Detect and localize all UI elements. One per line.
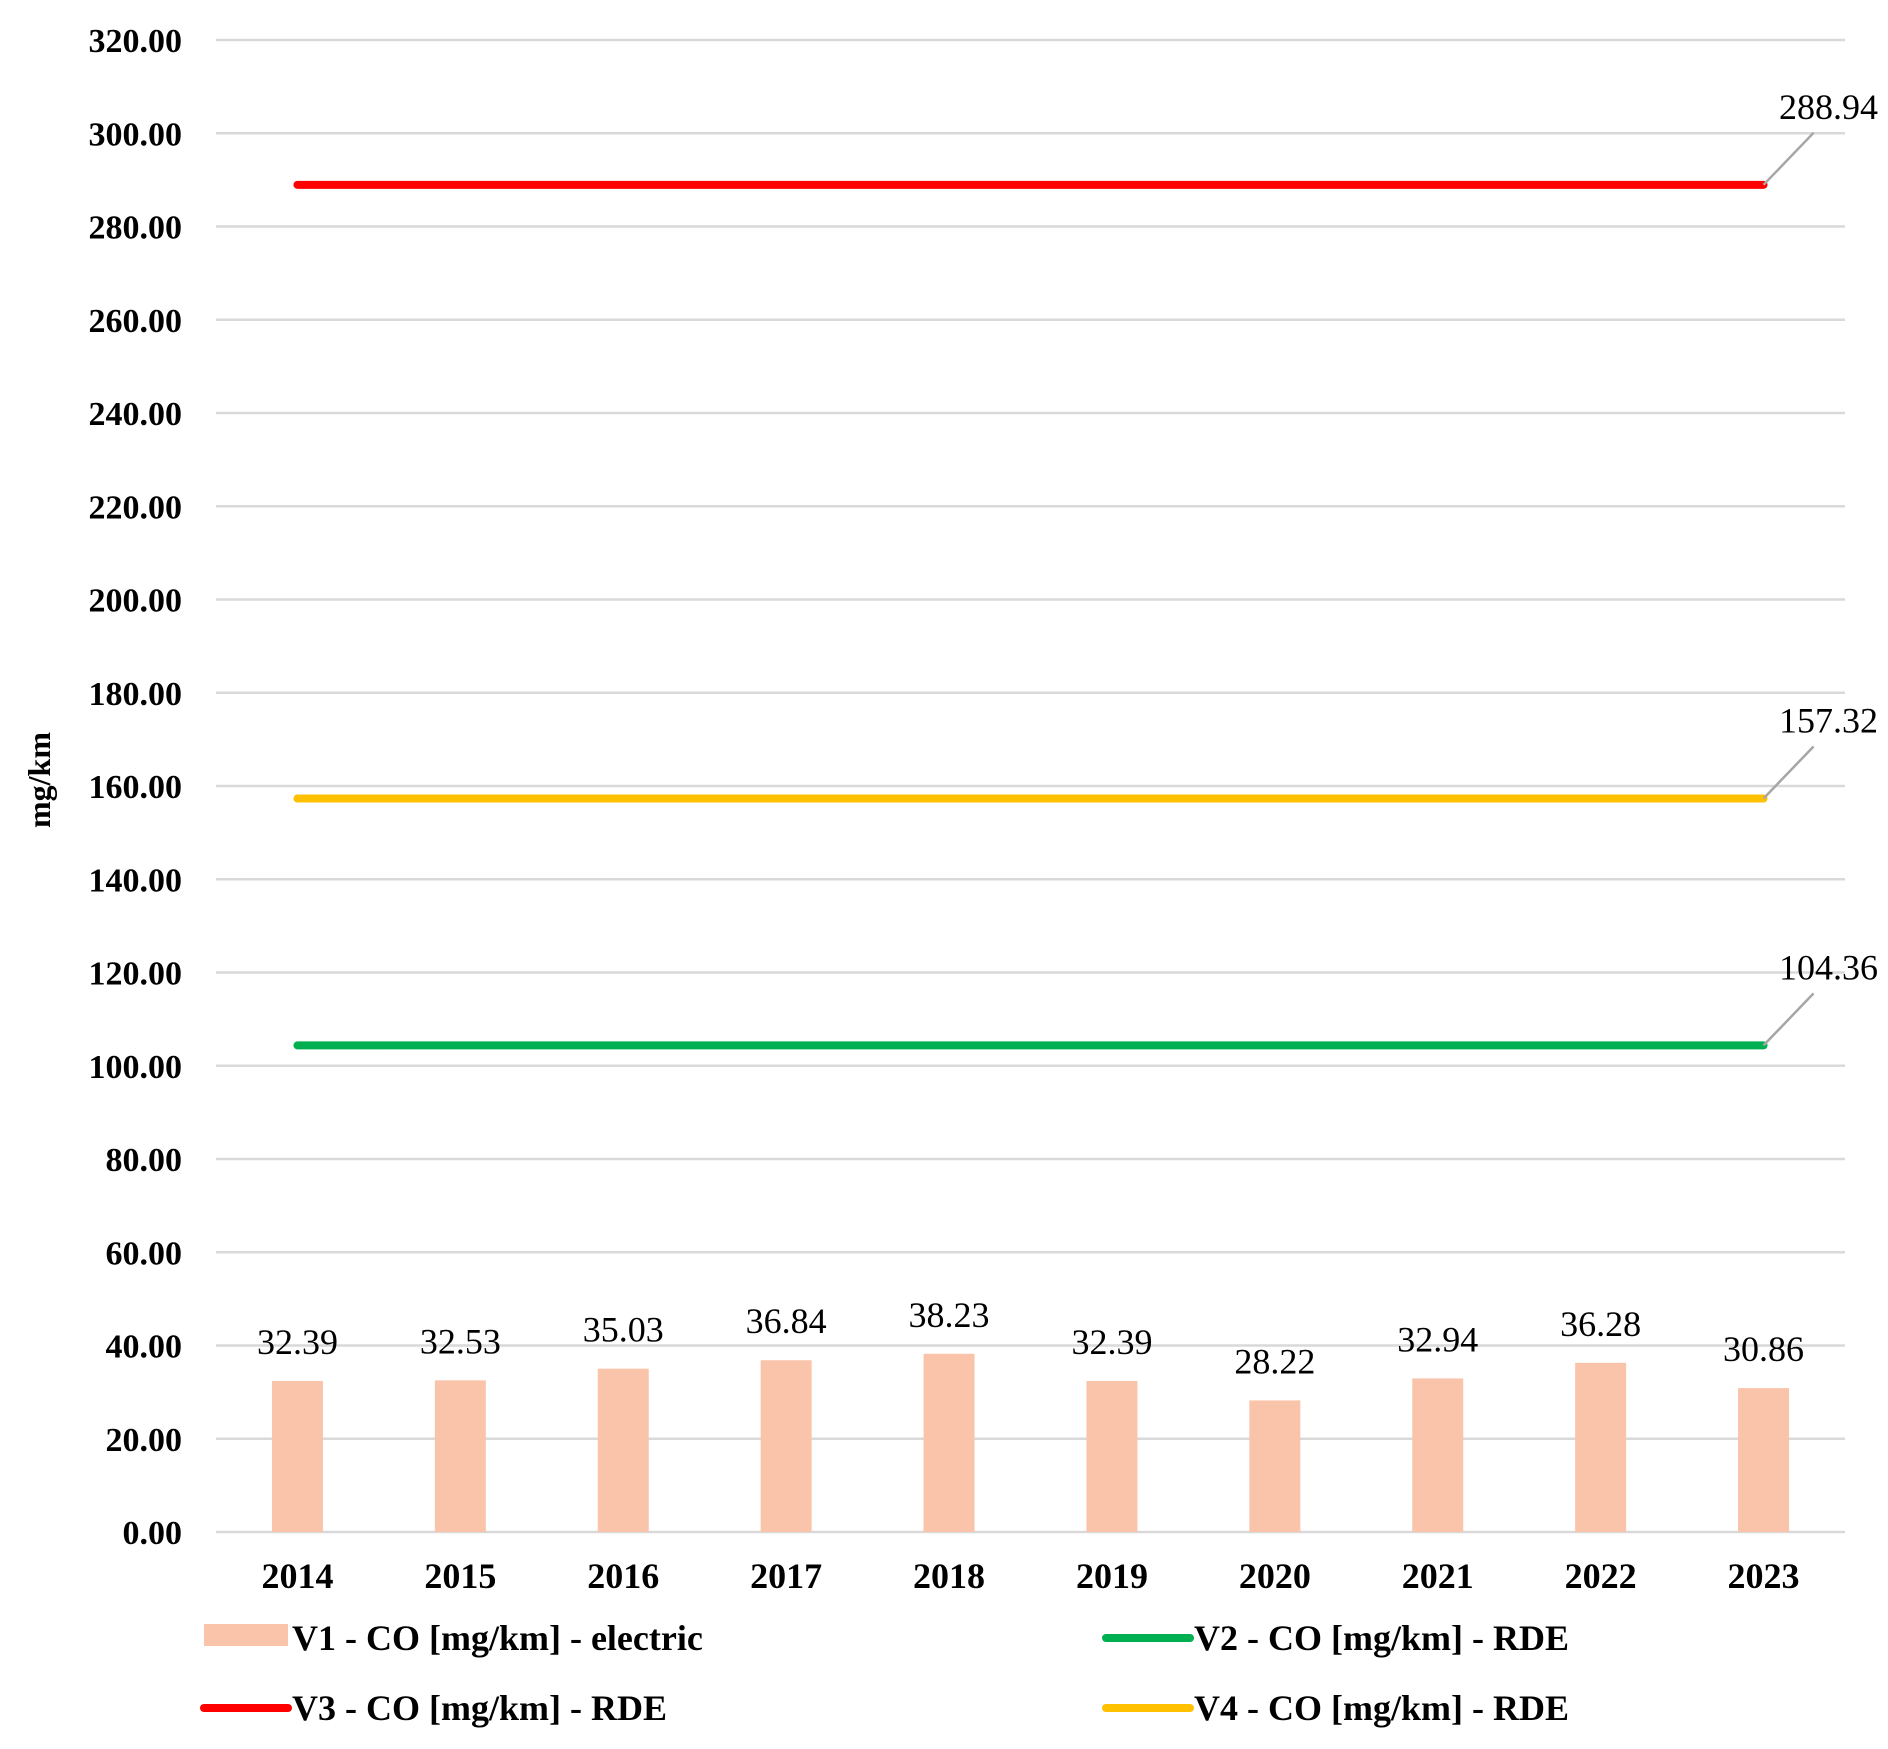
- y-tick-label: 60.00: [106, 1235, 183, 1272]
- bar-data-label: 32.39: [257, 1322, 338, 1362]
- bar: [1738, 1388, 1790, 1532]
- bar: [1249, 1400, 1301, 1532]
- y-tick-label: 160.00: [89, 769, 183, 806]
- x-tick-label: 2018: [913, 1556, 985, 1596]
- bar: [434, 1380, 486, 1532]
- y-tick-label: 260.00: [89, 303, 183, 340]
- x-tick-label: 2020: [1239, 1556, 1311, 1596]
- legend-entry-label: V1 - CO [mg/km] - electric: [292, 1618, 703, 1658]
- legend-entry-label: V3 - CO [mg/km] - RDE: [292, 1688, 667, 1728]
- x-tick-label: 2021: [1402, 1556, 1474, 1596]
- legend: V1 - CO [mg/km] - electric V2 - CO [mg/km…: [200, 1618, 1569, 1728]
- y-tick-label: 320.00: [89, 23, 183, 60]
- y-tick-label: 300.00: [89, 116, 183, 153]
- x-tick-label: 2022: [1565, 1556, 1637, 1596]
- y-tick-label: 120.00: [89, 956, 183, 993]
- bar: [923, 1353, 975, 1532]
- legend-entry-label: V4 - CO [mg/km] - RDE: [1194, 1688, 1569, 1728]
- bar-data-label: 38.23: [909, 1295, 990, 1335]
- bar-data-label: 32.53: [420, 1321, 501, 1361]
- y-tick-label: 0.00: [123, 1515, 183, 1552]
- line-end-label: 157.32: [1779, 700, 1878, 740]
- bar-data-label: 35.03: [583, 1310, 664, 1350]
- bar-data-label: 30.86: [1723, 1329, 1804, 1369]
- bar: [1575, 1362, 1627, 1532]
- bar-data-label: 36.84: [746, 1301, 827, 1341]
- x-tick-label: 2014: [261, 1556, 333, 1596]
- legend-swatch-bar: [204, 1624, 288, 1646]
- y-tick-label: 20.00: [106, 1422, 183, 1459]
- y-tick-label: 200.00: [89, 583, 183, 620]
- x-tick-label: 2019: [1076, 1556, 1148, 1596]
- y-tick-label: 180.00: [89, 676, 183, 713]
- x-tick-label: 2015: [424, 1556, 496, 1596]
- bar-data-label: 32.94: [1397, 1319, 1478, 1359]
- line-end-label: 104.36: [1779, 947, 1878, 987]
- bar: [271, 1380, 323, 1532]
- legend-entry-label: V2 - CO [mg/km] - RDE: [1194, 1618, 1569, 1658]
- bar: [760, 1360, 812, 1532]
- y-tick-label: 40.00: [106, 1329, 183, 1366]
- x-tick-label: 2017: [750, 1556, 822, 1596]
- bar: [1086, 1380, 1138, 1532]
- leader-line: [1762, 131, 1815, 186]
- y-axis-ticks: 0.00 20.00 40.00 60.00 80.00 100.00 120.00 140.…: [89, 23, 183, 1552]
- y-tick-label: 100.00: [89, 1049, 183, 1086]
- y-axis-label: mg/km: [21, 732, 57, 828]
- x-tick-label: 2023: [1728, 1556, 1800, 1596]
- y-tick-label: 240.00: [89, 396, 183, 433]
- leader-line: [1762, 745, 1815, 800]
- x-tick-label: 2016: [587, 1556, 659, 1596]
- x-axis-ticks: 2014 2015 2016 2017 2018 2019 2020 2021 2022 2023: [261, 1556, 1799, 1596]
- y-tick-label: 280.00: [89, 210, 183, 247]
- y-tick-label: 220.00: [89, 489, 183, 526]
- bar-data-label: 36.28: [1560, 1304, 1641, 1344]
- bar-data-label: 28.22: [1234, 1341, 1315, 1381]
- leader-line: [1762, 992, 1815, 1047]
- gridlines: [216, 38, 1845, 1534]
- bar-data-label: 32.39: [1071, 1322, 1152, 1362]
- bar-series: 32.39 32.53 35.03 36.84 38.23 32.39 28.22 32.94…: [257, 1295, 1804, 1532]
- y-tick-label: 80.00: [106, 1142, 183, 1179]
- bar: [1412, 1378, 1464, 1532]
- line-end-label: 288.94: [1779, 87, 1878, 127]
- bar: [597, 1368, 649, 1532]
- line-series: 104.36 288.94 157.32: [293, 87, 1878, 1050]
- y-tick-label: 140.00: [89, 862, 183, 899]
